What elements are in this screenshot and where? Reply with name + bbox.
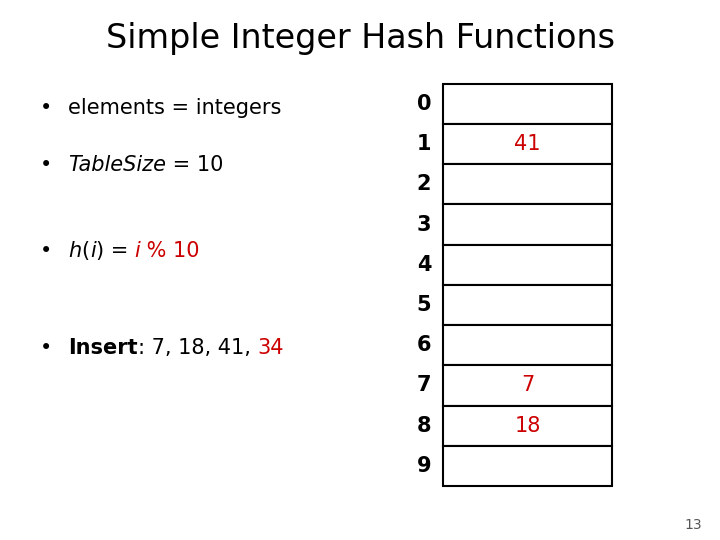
Bar bbox=[443, 245, 612, 285]
Text: : 7, 18, 41,: : 7, 18, 41, bbox=[138, 338, 258, 359]
Text: 8: 8 bbox=[417, 416, 431, 436]
Text: 4: 4 bbox=[417, 255, 431, 275]
Bar bbox=[443, 325, 612, 365]
Text: 1: 1 bbox=[417, 134, 431, 154]
Text: 5: 5 bbox=[417, 295, 431, 315]
Text: 3: 3 bbox=[417, 214, 431, 234]
Text: Simple Integer Hash Functions: Simple Integer Hash Functions bbox=[106, 22, 614, 55]
Text: •: • bbox=[40, 241, 52, 261]
Text: •: • bbox=[40, 98, 52, 118]
Text: 7: 7 bbox=[521, 375, 534, 395]
Text: h: h bbox=[68, 241, 81, 261]
Text: Insert: Insert bbox=[68, 338, 138, 359]
Text: ) =: ) = bbox=[96, 241, 135, 261]
Text: 18: 18 bbox=[514, 416, 541, 436]
Text: 9: 9 bbox=[417, 456, 431, 476]
Bar bbox=[443, 84, 612, 124]
Text: i: i bbox=[90, 241, 96, 261]
Text: •: • bbox=[40, 154, 52, 175]
Text: 7: 7 bbox=[417, 375, 431, 395]
Bar bbox=[443, 124, 612, 164]
Text: (: ( bbox=[81, 241, 90, 261]
Text: •: • bbox=[40, 338, 52, 359]
Bar bbox=[443, 446, 612, 486]
Text: 13: 13 bbox=[685, 518, 702, 532]
Bar bbox=[443, 164, 612, 205]
Text: 2: 2 bbox=[417, 174, 431, 194]
Text: TableSize: TableSize bbox=[68, 154, 166, 175]
Text: 41: 41 bbox=[514, 134, 541, 154]
Bar bbox=[443, 365, 612, 406]
Text: % 10: % 10 bbox=[140, 241, 199, 261]
Text: 34: 34 bbox=[258, 338, 284, 359]
Text: = 10: = 10 bbox=[166, 154, 224, 175]
Text: 0: 0 bbox=[417, 94, 431, 114]
Text: i: i bbox=[135, 241, 140, 261]
Bar bbox=[443, 406, 612, 446]
Bar bbox=[443, 285, 612, 325]
Text: 6: 6 bbox=[417, 335, 431, 355]
Text: elements = integers: elements = integers bbox=[68, 98, 282, 118]
Bar bbox=[443, 205, 612, 245]
